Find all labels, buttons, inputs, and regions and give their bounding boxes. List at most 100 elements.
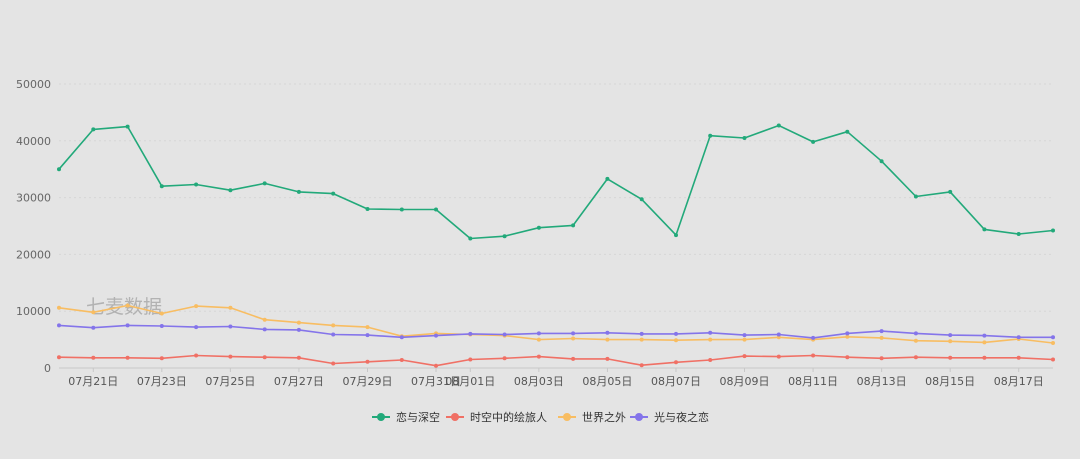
data-point	[502, 234, 507, 239]
data-point	[399, 335, 404, 340]
data-point	[982, 340, 987, 345]
x-tick-label: 08月17日	[994, 375, 1044, 388]
legend-item[interactable]: 时空中的绘旅人	[446, 410, 547, 424]
data-point	[194, 325, 199, 330]
x-tick-label: 08月05日	[582, 375, 632, 388]
data-point	[742, 354, 747, 359]
data-point	[742, 337, 747, 342]
data-point	[605, 337, 610, 342]
data-point	[125, 323, 130, 328]
data-point	[331, 361, 336, 366]
data-point	[159, 311, 164, 316]
data-point	[879, 356, 884, 361]
data-point	[365, 325, 370, 330]
data-point	[228, 305, 233, 310]
data-point	[776, 123, 781, 128]
data-point	[536, 354, 541, 359]
data-point	[845, 129, 850, 134]
data-point	[1051, 228, 1055, 233]
data-point	[674, 331, 678, 336]
data-point	[879, 335, 884, 340]
y-tick-label: 30000	[16, 192, 51, 205]
data-point	[296, 189, 301, 194]
data-point	[399, 358, 404, 362]
data-point	[91, 355, 96, 360]
data-point	[879, 159, 884, 164]
data-point	[194, 353, 199, 358]
data-point	[948, 333, 953, 338]
legend[interactable]: 恋与深空 时空中的绘旅人 世界之外 光与夜之恋	[372, 410, 709, 424]
data-point	[879, 329, 884, 334]
data-point	[468, 331, 473, 336]
data-point	[262, 317, 267, 322]
data-point	[536, 337, 541, 342]
legend-label: 恋与深空	[396, 410, 440, 424]
legend-marker-icon	[563, 413, 571, 421]
data-point	[742, 136, 747, 140]
legend-item[interactable]: 世界之外	[558, 410, 626, 424]
data-point	[57, 355, 61, 360]
data-point	[159, 184, 164, 189]
data-point	[776, 332, 781, 337]
x-tick-label: 08月03日	[514, 375, 564, 388]
series-line	[58, 354, 1054, 367]
data-point	[1016, 335, 1021, 340]
data-point	[57, 305, 61, 310]
data-point	[434, 207, 438, 212]
data-point	[194, 182, 199, 187]
data-point	[776, 354, 781, 359]
x-tick-label: 08月15日	[925, 375, 975, 388]
data-point	[296, 355, 301, 360]
x-tick-label: 07月31日	[411, 375, 461, 388]
data-point	[913, 338, 918, 343]
data-point	[159, 324, 164, 328]
data-point	[228, 188, 233, 193]
data-point	[228, 324, 233, 329]
data-point	[365, 333, 370, 338]
x-tick-label: 07月25日	[205, 375, 255, 388]
data-point	[639, 337, 644, 342]
y-tick-label: 20000	[16, 248, 51, 261]
data-point	[571, 331, 576, 336]
data-point	[845, 334, 850, 339]
data-point	[845, 355, 850, 360]
data-point	[708, 330, 713, 335]
y-tick-label: 40000	[16, 135, 51, 148]
x-tick-label: 07月27日	[274, 375, 324, 388]
data-point	[194, 304, 199, 309]
data-point	[1051, 357, 1055, 362]
data-point	[262, 355, 267, 360]
data-point	[708, 337, 713, 342]
data-point	[811, 353, 816, 358]
data-point	[331, 332, 336, 337]
data-point	[91, 127, 96, 132]
data-point	[982, 227, 987, 232]
data-point	[674, 338, 678, 343]
data-point	[811, 139, 816, 144]
legend-marker-icon	[451, 413, 459, 421]
data-point	[982, 333, 987, 338]
data-point	[948, 339, 953, 344]
data-point	[262, 327, 267, 332]
x-tick-label: 08月09日	[720, 375, 770, 388]
y-tick-label: 50000	[16, 78, 51, 91]
data-point	[125, 124, 130, 129]
y-axis: 0 10000 20000 30000 40000 50000	[16, 78, 51, 375]
data-point	[228, 354, 233, 359]
y-tick-label: 10000	[16, 305, 51, 318]
x-tick-label: 07月23日	[137, 375, 187, 388]
legend-marker-icon	[635, 413, 643, 421]
data-point	[674, 233, 678, 238]
data-point	[296, 327, 301, 332]
x-tick-label: 07月21日	[68, 375, 118, 388]
x-tick-label: 07月29日	[342, 375, 392, 388]
legend-item[interactable]: 光与夜之恋	[630, 410, 709, 424]
data-point	[434, 333, 438, 338]
data-point	[536, 331, 541, 336]
data-point	[708, 358, 713, 362]
legend-item[interactable]: 恋与深空	[372, 410, 440, 424]
data-point	[536, 225, 541, 230]
series-1	[57, 123, 1055, 241]
